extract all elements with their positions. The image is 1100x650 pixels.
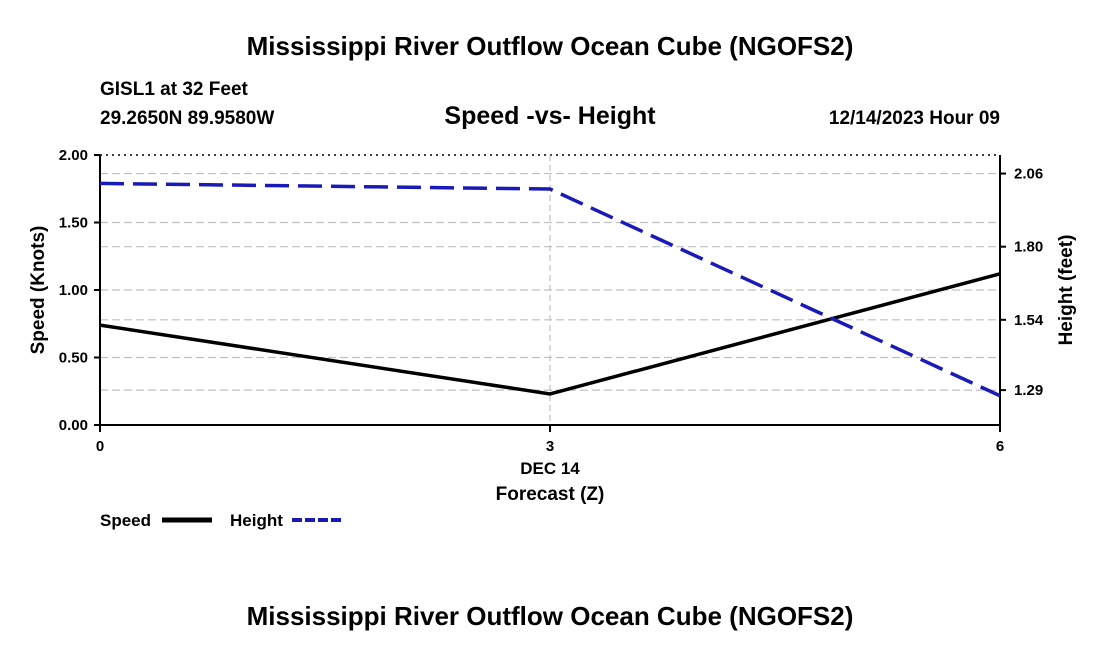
- x-tick-label-1: 3: [546, 438, 554, 455]
- x-date-label: DEC 14: [520, 459, 580, 478]
- series-line-speed: [99, 272, 1001, 396]
- axes: [94, 154, 1006, 432]
- tick-labels: 0.00 0.50 1.00 1.50 2.00 1.29 1.54 1.80 2.06 0 3 6: [59, 147, 1044, 455]
- chart-subtitle: Speed -vs- Height: [444, 102, 656, 130]
- x-tick-label-2: 6: [996, 438, 1004, 455]
- series-line-height: [99, 181, 1001, 398]
- series-layer: [99, 181, 1001, 398]
- legend-label-height: Height: [230, 511, 283, 530]
- legend: Speed Height: [100, 511, 342, 530]
- forecast-datetime: 12/14/2023 Hour 09: [829, 108, 1000, 129]
- chart-title-bottom: Mississippi River Outflow Ocean Cube (NG…: [247, 601, 854, 631]
- x-axis-label: Forecast (Z): [496, 484, 605, 505]
- legend-label-speed: Speed: [100, 511, 151, 530]
- y2-tick-label-0: 1.29: [1014, 382, 1043, 399]
- y2-axis-label: Height (feet): [1056, 235, 1077, 346]
- y-tick-label-4: 2.00: [59, 147, 88, 164]
- y2-tick-label-3: 2.06: [1014, 166, 1043, 183]
- x-tick-label-0: 0: [96, 438, 104, 455]
- station-coords: 29.2650N 89.9580W: [100, 108, 274, 129]
- y-tick-label-3: 1.50: [59, 215, 88, 232]
- y2-tick-label-1: 1.54: [1014, 312, 1044, 329]
- y2-tick-label-2: 1.80: [1014, 239, 1043, 256]
- y-tick-label-1: 0.50: [59, 350, 88, 367]
- chart-title-top: Mississippi River Outflow Ocean Cube (NG…: [247, 31, 854, 61]
- y-axis-label: Speed (Knots): [28, 226, 49, 355]
- grid: [100, 154, 1000, 425]
- station-name: GISL1 at 32 Feet: [100, 79, 249, 100]
- y-tick-label-2: 1.00: [59, 282, 88, 299]
- y-tick-label-0: 0.00: [59, 417, 88, 434]
